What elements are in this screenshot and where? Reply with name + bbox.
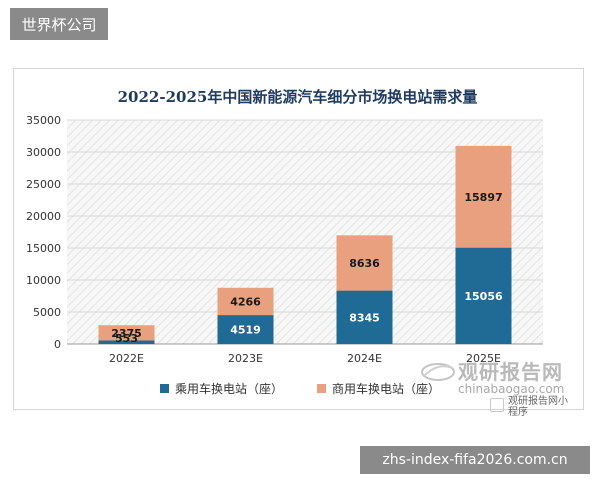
y-tick-label-3: 15000: [26, 242, 61, 255]
chart-title: 2022-2025年中国新能源汽车细分市场换电站需求量: [117, 88, 478, 106]
x-tick-label-3: 2025E: [466, 352, 501, 365]
data-label-2022E-series-0: 553: [115, 332, 138, 345]
bar-2023E-series-1: [217, 287, 274, 316]
qr-code-icon: [490, 398, 504, 412]
axes: 0 5000 10000 15000 20000 25000 30000 35000 2022E…: [26, 114, 543, 365]
x-tick-label-2: 2024E: [347, 352, 382, 365]
data-label-2023E-series-0: 4519: [230, 324, 261, 337]
y-tick-label-7: 35000: [26, 114, 61, 127]
x-tick-label-0: 2022E: [109, 352, 144, 365]
bar-2025E-series-1: [455, 145, 512, 248]
watermark-side-text: 观研报告网小 程序: [508, 396, 568, 418]
data-label-2022E-series-1: 2375: [111, 327, 142, 340]
watermark-brand-cn: 观研报告网: [458, 360, 563, 384]
watermark-brand-url: chinabaogao.com: [458, 382, 565, 396]
y-tick-label-2: 10000: [26, 274, 61, 287]
footer-domain-badge: zhs-index-fifa2026.com.cn: [360, 446, 590, 474]
y-tick-label-4: 20000: [26, 210, 61, 223]
legend-swatch-passenger: [160, 384, 169, 393]
y-tick-label-5: 25000: [26, 178, 61, 191]
data-label-2025E-series-1: 15897: [464, 191, 502, 204]
bars: [98, 145, 512, 344]
legend-label-commercial: 商用车换电站（座）: [332, 382, 441, 396]
watermark: 观研报告网 chinabaogao.com 观研报告网小 程序: [420, 356, 590, 418]
y-tick-label-1: 5000: [33, 306, 61, 319]
data-label-2024E-series-1: 8636: [349, 257, 380, 270]
legend-swatch-commercial: [317, 384, 327, 393]
data-label-2025E-series-0: 15056: [464, 290, 503, 303]
y-tick-label-6: 30000: [26, 146, 61, 159]
y-tick-label-0: 0: [54, 338, 61, 351]
bar-2022E-series-0: [98, 340, 155, 344]
legend-label-passenger: 乘用车换电站（座）: [175, 382, 284, 396]
legend-item-passenger: 乘用车换电站（座）: [160, 380, 283, 397]
watermark-logo-icon: [421, 363, 455, 381]
x-tick-label-1: 2023E: [228, 352, 263, 365]
site-name-badge: 世界杯公司: [10, 8, 108, 40]
legend: 乘用车换电站（座） 商用车换电站（座）: [160, 380, 440, 397]
bar-2024E-series-1: [336, 235, 393, 291]
bar-2022E-series-1: [98, 325, 155, 341]
bar-2025E-series-0: [455, 247, 512, 344]
legend-item-commercial: 商用车换电站（座）: [317, 380, 440, 397]
data-label-2024E-series-0: 8345: [349, 311, 380, 324]
data-label-2023E-series-1: 4266: [230, 295, 261, 308]
bar-2023E-series-0: [217, 315, 274, 344]
bar-2024E-series-0: [336, 290, 393, 344]
